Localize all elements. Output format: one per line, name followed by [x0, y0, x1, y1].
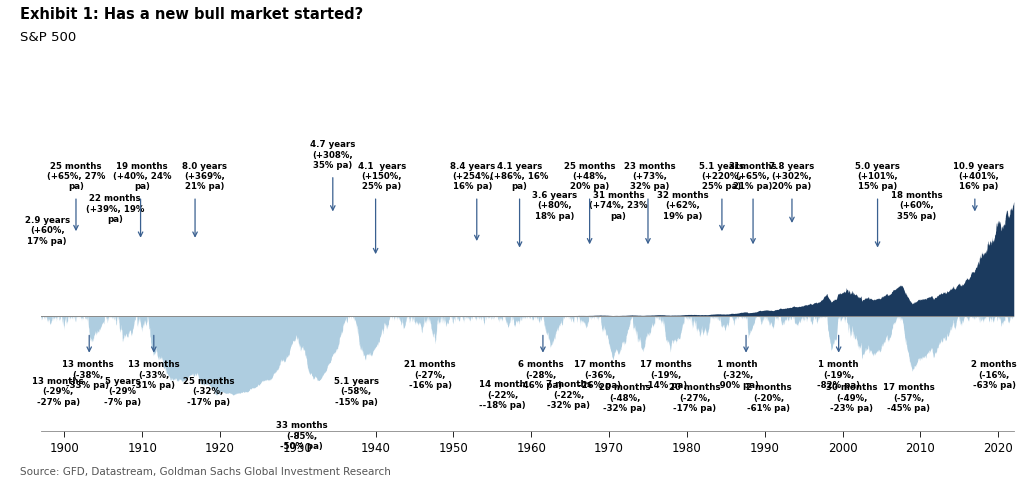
Text: 1 month
(-19%,
-82% pa): 1 month (-19%, -82% pa)	[817, 361, 860, 390]
Text: 33 months
(-85%,
-50% pa): 33 months (-85%, -50% pa)	[275, 421, 328, 451]
Text: 3.6 years
(+80%,
18% pa): 3.6 years (+80%, 18% pa)	[532, 191, 578, 221]
Text: 4.7 years
(+308%,
35% pa): 4.7 years (+308%, 35% pa)	[310, 140, 355, 170]
Text: 10.9 years
(+401%,
16% pa): 10.9 years (+401%, 16% pa)	[953, 161, 1005, 191]
Text: 22 months
(+39%, 19%
pa): 22 months (+39%, 19% pa)	[86, 194, 144, 224]
Text: 19 months
(+40%, 24%
pa): 19 months (+40%, 24% pa)	[113, 161, 171, 191]
Text: 23 months
(+73%,
32% pa): 23 months (+73%, 32% pa)	[624, 161, 676, 191]
Text: 2.9 years
(+60%,
17% pa): 2.9 years (+60%, 17% pa)	[25, 216, 70, 246]
Text: 13 months
(-38%,
-33% pa): 13 months (-38%, -33% pa)	[61, 361, 114, 390]
Text: 2 months
(-20%,
-61% pa): 2 months (-20%, -61% pa)	[745, 384, 792, 413]
Text: 18 months
(+60%,
35% pa): 18 months (+60%, 35% pa)	[891, 191, 942, 221]
Text: 32 months
(+62%,
19% pa): 32 months (+62%, 19% pa)	[657, 191, 709, 221]
Text: Exhibit 1: Has a new bull market started?: Exhibit 1: Has a new bull market started…	[20, 7, 364, 22]
Text: 8.0 years
(+369%,
21% pa): 8.0 years (+369%, 21% pa)	[182, 161, 227, 191]
Text: 20 months
(-48%,
-32% pa): 20 months (-48%, -32% pa)	[599, 384, 650, 413]
Text: Source: GFD, Datastream, Goldman Sachs Global Investment Research: Source: GFD, Datastream, Goldman Sachs G…	[20, 467, 391, 477]
Text: 31months
(+65%,
21% pa): 31months (+65%, 21% pa)	[729, 161, 777, 191]
Text: 17 months
(-36%,
-26% pa): 17 months (-36%, -26% pa)	[573, 361, 626, 390]
Text: 5 years
(-29%
-7% pa): 5 years (-29% -7% pa)	[104, 377, 141, 407]
Text: 2 months
(-16%,
-63% pa): 2 months (-16%, -63% pa)	[972, 361, 1017, 390]
Text: 20 months
(-27%,
-17% pa): 20 months (-27%, -17% pa)	[669, 384, 721, 413]
Text: 17 months
(-57%,
-45% pa): 17 months (-57%, -45% pa)	[883, 384, 935, 413]
Text: 7 months
(-22%,
-32% pa): 7 months (-22%, -32% pa)	[546, 380, 592, 410]
Text: 1 month
(-32%,
-90% pa): 1 month (-32%, -90% pa)	[716, 361, 759, 390]
Text: 21 months
(-27%,
-16% pa): 21 months (-27%, -16% pa)	[404, 361, 456, 390]
Text: 13 months
(-33%,
-31% pa): 13 months (-33%, -31% pa)	[128, 361, 179, 390]
Text: 5.1 years
(+220%,
25% pa): 5.1 years (+220%, 25% pa)	[699, 161, 744, 191]
Text: 30 months
(-49%,
-23% pa): 30 months (-49%, -23% pa)	[826, 384, 878, 413]
Text: 4.1  years
(+150%,
25% pa): 4.1 years (+150%, 25% pa)	[357, 161, 406, 191]
Text: S&P 500: S&P 500	[20, 31, 77, 44]
Text: 8.4 years
(+254%,
16% pa): 8.4 years (+254%, 16% pa)	[451, 161, 496, 191]
Text: 5.0 years
(+101%,
15% pa): 5.0 years (+101%, 15% pa)	[855, 161, 900, 191]
Text: 31 months
(+74%, 23%
pa): 31 months (+74%, 23% pa)	[589, 191, 648, 221]
Text: 14 month
(-22%,
--18% pa): 14 month (-22%, --18% pa)	[479, 380, 525, 410]
Text: 4.1 years
(+86%, 16%
pa): 4.1 years (+86%, 16% pa)	[490, 161, 549, 191]
Text: 17 months
(-19%,
-14% pa): 17 months (-19%, -14% pa)	[640, 361, 692, 390]
Text: 6 months
(-28%,
-46% pa): 6 months (-28%, -46% pa)	[518, 361, 563, 390]
Text: 25 months
(-32%,
-17% pa): 25 months (-32%, -17% pa)	[182, 377, 234, 407]
Text: 7.8 years
(+302%,
20% pa): 7.8 years (+302%, 20% pa)	[769, 161, 814, 191]
Text: 5.1 years
(-58%,
-15% pa): 5.1 years (-58%, -15% pa)	[334, 377, 379, 407]
Text: 13 months
(-29%,
-27% pa): 13 months (-29%, -27% pa)	[33, 377, 84, 407]
Text: 25 months
(+65%, 27%
pa): 25 months (+65%, 27% pa)	[47, 161, 105, 191]
Text: 25 months
(+48%,
20% pa): 25 months (+48%, 20% pa)	[564, 161, 615, 191]
